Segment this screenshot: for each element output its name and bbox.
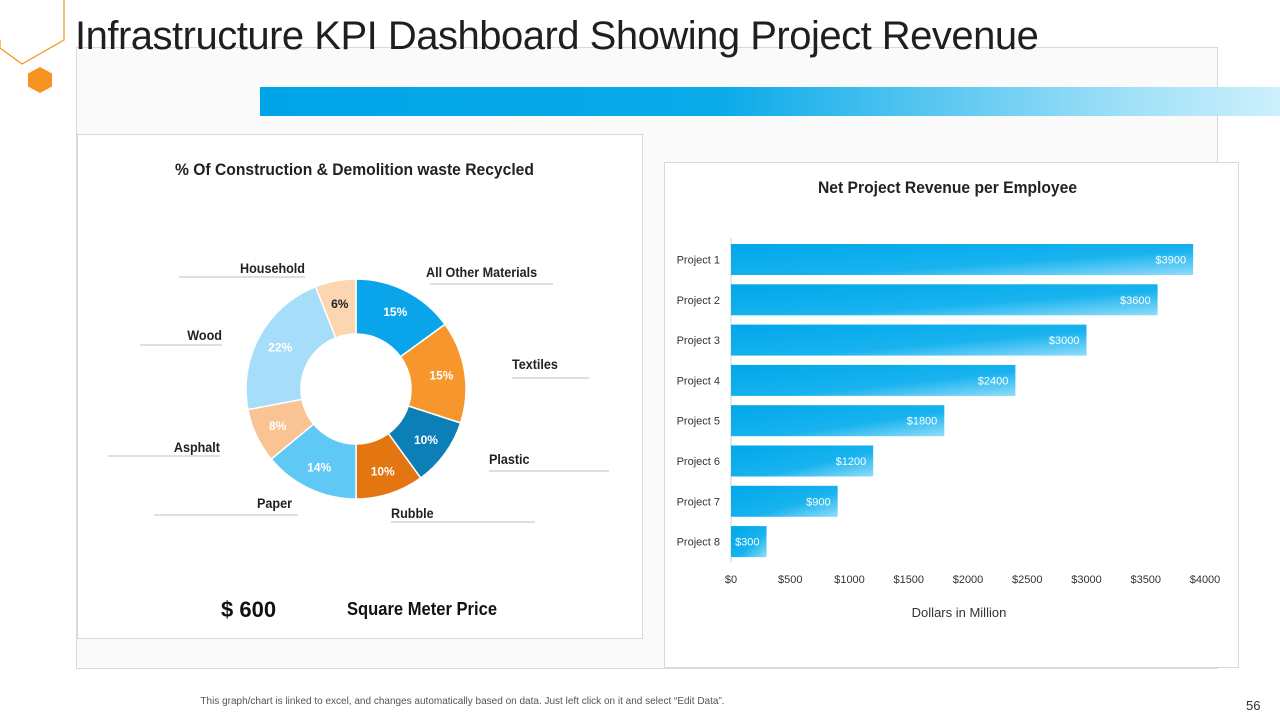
x-axis-label: Dollars in Million xyxy=(912,605,1007,620)
bar-project-6[interactable] xyxy=(731,445,874,477)
bar-project-7[interactable] xyxy=(731,485,838,517)
page-number: 56 xyxy=(1246,698,1261,713)
x-tick-label: $2500 xyxy=(1012,574,1043,586)
bar-project-5[interactable] xyxy=(731,405,945,437)
x-tick-label: $3500 xyxy=(1130,574,1161,586)
bar-data-label-project-7: $900 xyxy=(806,496,830,508)
donut-slice-wood[interactable] xyxy=(245,285,337,411)
bar-data-label-project-5: $1800 xyxy=(907,416,938,428)
donut-category-label-all-other-materials: All Other Materials xyxy=(426,264,537,280)
hexagon-solid-icon xyxy=(28,67,52,93)
bar-data-label-project-6: $1200 xyxy=(836,456,867,468)
donut-data-label-household: 6% xyxy=(331,297,349,311)
x-tick-label: $4000 xyxy=(1190,574,1221,586)
donut-category-label-asphalt: Asphalt xyxy=(174,439,221,455)
price-label: Square Meter Price xyxy=(347,599,498,619)
donut-category-label-rubble: Rubble xyxy=(391,505,434,521)
donut-category-label-textiles: Textiles xyxy=(512,356,558,372)
donut-category-label-wood: Wood xyxy=(187,327,222,343)
donut-data-label-rubble: 10% xyxy=(371,464,395,478)
bar-category-label-project-2: Project 2 xyxy=(677,295,720,307)
corner-hexagon-decoration xyxy=(0,0,65,93)
bar-chart[interactable]: $3900 Project 1 $3600 Project 2 $3000 Project… xyxy=(0,0,1280,660)
bar-category-label-project-5: Project 5 xyxy=(677,416,720,428)
donut-data-label-textiles: 15% xyxy=(429,368,453,382)
bar-category-label-project-6: Project 6 xyxy=(677,456,720,468)
donut-data-label-paper: 14% xyxy=(307,460,331,474)
bar-category-label-project-4: Project 4 xyxy=(677,375,720,387)
title-accent-bar xyxy=(260,87,1280,116)
x-tick-label: $3000 xyxy=(1071,574,1102,586)
bar-project-8[interactable] xyxy=(731,526,767,558)
bar-category-label-project-7: Project 7 xyxy=(677,496,720,508)
bar-project-2[interactable] xyxy=(731,284,1158,316)
footer-note: This graph/chart is linked to excel, and… xyxy=(200,696,725,707)
x-tick-label: $1500 xyxy=(893,574,924,586)
x-tick-label: $1000 xyxy=(834,574,865,586)
x-tick-label: $500 xyxy=(778,574,802,586)
donut-data-label-plastic: 10% xyxy=(414,433,438,447)
donut-data-label-asphalt: 8% xyxy=(269,419,287,433)
bar-project-1[interactable] xyxy=(731,244,1194,275)
bar-data-label-project-1: $3900 xyxy=(1156,255,1187,267)
bar-project-3[interactable] xyxy=(731,324,1087,356)
donut-chart[interactable]: 15% 15% 10% 10% 14% 8% 22% 6% All Other Material… xyxy=(0,0,660,660)
bar-data-label-project-8: $300 xyxy=(735,537,759,549)
bar-data-label-project-4: $2400 xyxy=(978,375,1009,387)
bar-data-label-project-2: $3600 xyxy=(1120,295,1151,307)
donut-slice-household[interactable] xyxy=(314,278,357,339)
bar-chart-title: Net Project Revenue per Employee xyxy=(818,178,1078,197)
bar-category-label-project-3: Project 3 xyxy=(677,335,720,347)
donut-chart-title: % Of Construction & Demolition waste Rec… xyxy=(175,160,534,179)
donut-category-label-plastic: Plastic xyxy=(489,451,530,467)
bar-category-label-project-8: Project 8 xyxy=(677,537,720,549)
page-title: Infrastructure KPI Dashboard Showing Pro… xyxy=(75,14,1039,58)
donut-data-label-wood: 22% xyxy=(268,340,292,354)
donut-category-label-paper: Paper xyxy=(257,495,292,511)
bar-data-label-project-3: $3000 xyxy=(1049,335,1080,347)
hexagon-outline-icon xyxy=(0,0,65,65)
donut-chart-panel xyxy=(77,134,643,639)
donut-category-label-household: Household xyxy=(240,260,305,276)
bar-category-label-project-1: Project 1 xyxy=(677,255,720,267)
bar-project-4[interactable] xyxy=(731,364,1016,396)
x-tick-label: $0 xyxy=(725,574,737,586)
price-value: $ 600 xyxy=(221,597,277,622)
x-tick-label: $2000 xyxy=(953,574,984,586)
donut-data-label-all-other-materials: 15% xyxy=(383,305,407,319)
